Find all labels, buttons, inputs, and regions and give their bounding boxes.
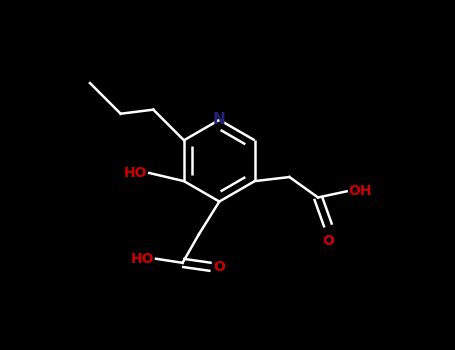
Text: N: N — [213, 112, 226, 127]
Text: O: O — [213, 260, 225, 274]
Text: HO: HO — [124, 166, 147, 180]
Text: O: O — [322, 234, 334, 248]
Text: HO: HO — [131, 252, 154, 266]
Text: OH: OH — [349, 184, 372, 198]
